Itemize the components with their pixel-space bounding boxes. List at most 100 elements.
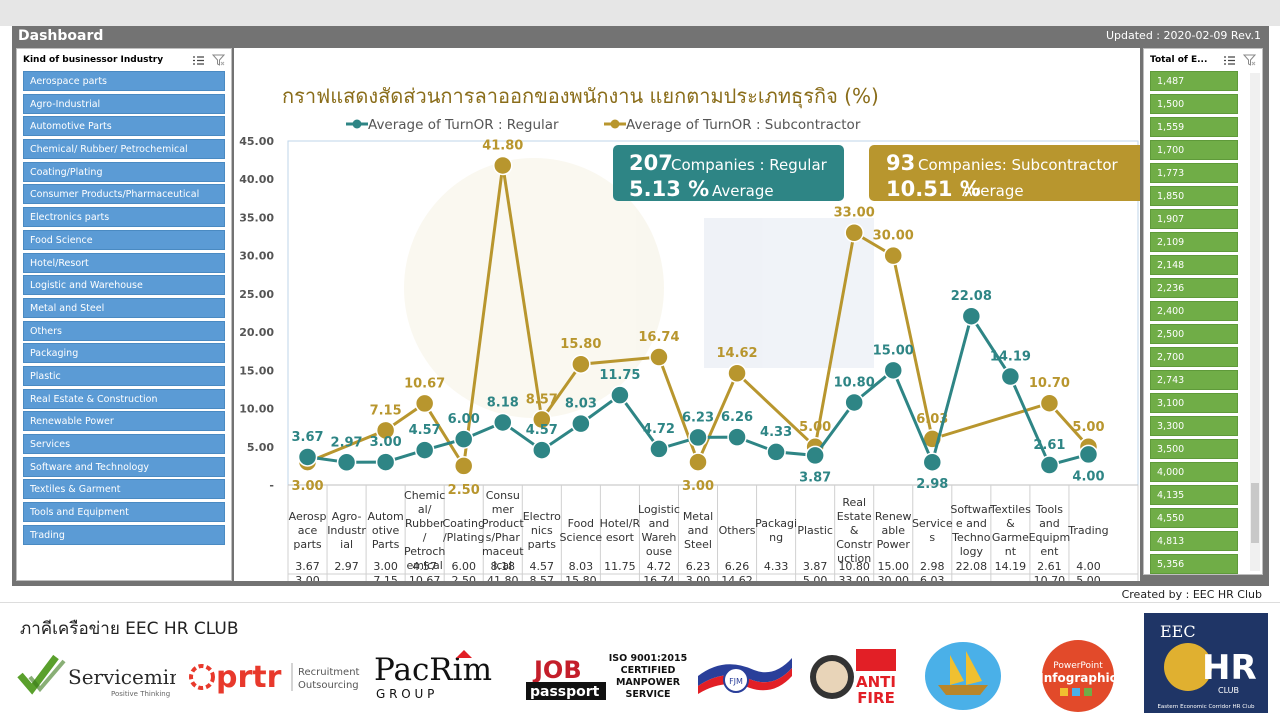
total-item[interactable]: 4,135 bbox=[1150, 485, 1238, 505]
total-item[interactable]: 1,773 bbox=[1150, 163, 1238, 183]
table-value-cell: 4.72 bbox=[647, 560, 672, 573]
industry-item[interactable]: Textiles & Garment bbox=[23, 479, 225, 500]
category-label: mer bbox=[492, 503, 514, 516]
industry-item[interactable]: Logistic and Warehouse bbox=[23, 275, 225, 296]
data-point bbox=[414, 440, 435, 460]
eec-hr-club-logo: EEC HR CLUB Eastern Economic Corridor HR… bbox=[1144, 613, 1268, 713]
data-label: 33.00 bbox=[834, 206, 875, 221]
industry-item[interactable]: Trading bbox=[23, 524, 225, 545]
category-label: maceut bbox=[482, 545, 524, 558]
category-label: parts bbox=[293, 538, 322, 551]
total-item[interactable]: 3,500 bbox=[1150, 439, 1238, 459]
total-item[interactable]: 1,850 bbox=[1150, 186, 1238, 206]
total-item[interactable]: 1,700 bbox=[1150, 140, 1238, 160]
industry-item[interactable]: Automotive Parts bbox=[23, 116, 225, 137]
total-item[interactable]: 2,148 bbox=[1150, 255, 1238, 275]
multi-select-icon[interactable] bbox=[191, 54, 205, 66]
prtr-logo: prtr Recruitment Outsourcing bbox=[188, 643, 360, 709]
clear-filter-icon[interactable] bbox=[211, 54, 225, 66]
category-label: Steel bbox=[684, 538, 712, 551]
category-label: Chemic bbox=[404, 489, 445, 502]
industry-item[interactable]: Renewable Power bbox=[23, 411, 225, 432]
total-item[interactable]: 2,700 bbox=[1150, 347, 1238, 367]
data-label: 4.33 bbox=[760, 425, 792, 440]
data-label: 15.80 bbox=[560, 337, 601, 352]
industry-item[interactable]: Agro-Industrial bbox=[23, 93, 225, 114]
table-value-cell: 16.74 bbox=[643, 574, 675, 581]
industry-item[interactable]: Electronics parts bbox=[23, 207, 225, 228]
clear-filter-icon[interactable] bbox=[1242, 54, 1256, 66]
category-label: e and bbox=[956, 517, 987, 530]
table-value-cell: 2.97 bbox=[334, 560, 359, 573]
industry-item[interactable]: Consumer Products/Pharmaceutical bbox=[23, 184, 225, 205]
svg-text:MANPOWER: MANPOWER bbox=[616, 677, 681, 688]
total-item[interactable]: 2,500 bbox=[1150, 324, 1238, 344]
data-label: 22.08 bbox=[951, 289, 992, 304]
category-label: Plastic bbox=[797, 524, 833, 537]
industry-item[interactable]: Services bbox=[23, 434, 225, 454]
total-item[interactable]: 1,487 bbox=[1150, 71, 1238, 91]
industry-item[interactable]: Aerospace parts bbox=[23, 71, 225, 91]
category-label: ial bbox=[340, 538, 353, 551]
table-value-cell: 10.70 bbox=[1034, 574, 1066, 581]
total-item[interactable]: 4,000 bbox=[1150, 462, 1238, 482]
total-item[interactable]: 1,559 bbox=[1150, 117, 1238, 137]
total-item[interactable]: 1,907 bbox=[1150, 209, 1238, 229]
svg-text:ANTI: ANTI bbox=[856, 673, 896, 691]
category-label: emical bbox=[406, 559, 442, 572]
data-label: 4.00 bbox=[1072, 469, 1104, 484]
scroll-thumb[interactable] bbox=[1251, 483, 1259, 543]
total-item[interactable]: 2,236 bbox=[1150, 278, 1238, 298]
total-item[interactable]: 5,356 bbox=[1150, 554, 1238, 574]
industry-item[interactable]: Others bbox=[23, 320, 225, 341]
total-item[interactable]: 3,300 bbox=[1150, 416, 1238, 436]
data-point bbox=[453, 429, 474, 449]
data-point bbox=[571, 354, 591, 374]
svg-text:HR: HR bbox=[1202, 648, 1257, 688]
multi-select-icon[interactable] bbox=[1222, 54, 1236, 66]
industry-item[interactable]: Hotel/Resort bbox=[23, 252, 225, 273]
data-point bbox=[961, 306, 982, 326]
category-label: Consu bbox=[486, 489, 520, 502]
data-label: 3.87 bbox=[799, 470, 831, 485]
top-bar bbox=[0, 0, 1280, 26]
category-label: Hotel/R bbox=[600, 517, 641, 530]
industry-item[interactable]: Metal and Steel bbox=[23, 297, 225, 318]
table-value-cell: 15.80 bbox=[565, 574, 597, 581]
industry-item[interactable]: Chemical/ Rubber/ Petrochemical bbox=[23, 139, 225, 160]
industry-item[interactable]: Packaging bbox=[23, 343, 225, 364]
total-slicer-header: Total of E... bbox=[1144, 49, 1262, 71]
anti-fire-logo: ANTI FIRE bbox=[806, 643, 900, 709]
svg-text:Infographic: Infographic bbox=[1039, 671, 1116, 685]
total-item[interactable]: 2,109 bbox=[1150, 232, 1238, 252]
y-tick-label: 40.00 bbox=[239, 173, 274, 186]
industry-item[interactable]: Real Estate & Construction bbox=[23, 388, 225, 409]
card-sub-average-label: Average bbox=[962, 182, 1024, 200]
data-point bbox=[883, 360, 903, 381]
fjm-logo: FJM bbox=[694, 643, 796, 709]
industry-item[interactable]: Tools and Equipment bbox=[23, 502, 225, 523]
data-label: 8.03 bbox=[565, 397, 597, 412]
svg-text:Positive Thinking: Positive Thinking bbox=[111, 690, 170, 698]
industry-item[interactable]: Food Science bbox=[23, 229, 225, 250]
total-item[interactable]: 4,813 bbox=[1150, 531, 1238, 551]
card-regular: 207 Companies : Regular 5.13 % Average bbox=[613, 145, 844, 201]
total-item[interactable]: 1,500 bbox=[1150, 94, 1238, 114]
total-slicer-scrollbar[interactable] bbox=[1250, 73, 1260, 571]
data-point bbox=[922, 452, 943, 472]
total-item[interactable]: 2,400 bbox=[1150, 301, 1238, 321]
industry-item[interactable]: Plastic bbox=[23, 365, 225, 386]
table-value-cell: 8.03 bbox=[569, 560, 594, 573]
industry-item[interactable]: Software and Technology bbox=[23, 456, 225, 477]
data-label: 15.00 bbox=[873, 343, 914, 358]
table-value-cell: 4.57 bbox=[412, 560, 437, 573]
category-label: Others bbox=[719, 524, 756, 537]
y-tick-label: 30.00 bbox=[239, 250, 274, 263]
industry-item[interactable]: Coating/Plating bbox=[23, 161, 225, 182]
total-item[interactable]: 4,550 bbox=[1150, 508, 1238, 528]
total-item[interactable]: 2,743 bbox=[1150, 370, 1238, 390]
category-label: Softwar bbox=[950, 503, 992, 516]
table-value-cell: 22.08 bbox=[956, 560, 988, 573]
total-item[interactable]: 3,100 bbox=[1150, 393, 1238, 413]
